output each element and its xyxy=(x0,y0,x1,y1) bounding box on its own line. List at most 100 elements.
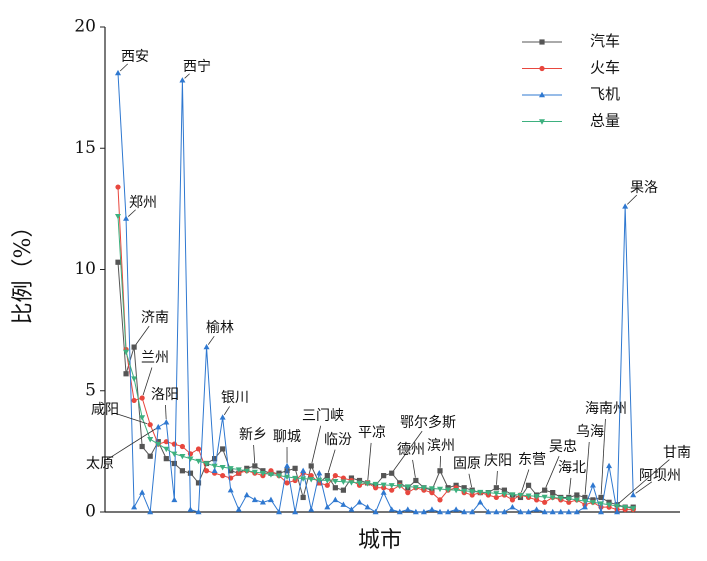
point xyxy=(493,494,499,501)
point xyxy=(147,453,153,459)
point xyxy=(493,485,499,491)
legend-label: 总量 xyxy=(590,112,620,130)
point xyxy=(549,508,556,515)
point xyxy=(573,508,580,515)
point xyxy=(405,490,411,496)
point xyxy=(308,506,315,512)
point xyxy=(131,376,138,382)
point xyxy=(340,501,347,507)
legend-label: 火车 xyxy=(590,59,620,77)
point xyxy=(147,422,153,428)
city-label: 甘南 xyxy=(663,445,691,461)
point xyxy=(453,506,460,512)
point xyxy=(131,397,137,404)
point xyxy=(445,487,452,493)
point xyxy=(420,508,427,515)
leader-line xyxy=(108,428,156,459)
point xyxy=(276,508,282,515)
legend-marker xyxy=(539,119,545,125)
city-label: 东营 xyxy=(518,452,546,468)
point xyxy=(614,503,621,510)
point xyxy=(413,477,419,484)
y-tick-label: 10 xyxy=(74,259,96,279)
point xyxy=(388,483,395,489)
point xyxy=(115,184,121,190)
point xyxy=(171,460,177,467)
point xyxy=(316,477,323,484)
point xyxy=(187,506,194,512)
city-label: 西安 xyxy=(121,49,149,65)
point xyxy=(589,500,596,506)
point xyxy=(147,437,154,443)
point xyxy=(501,487,507,493)
point xyxy=(388,506,395,512)
leader-line xyxy=(253,444,256,463)
point xyxy=(163,456,169,462)
point xyxy=(606,502,613,508)
point xyxy=(389,470,395,476)
point xyxy=(292,465,298,471)
city-label: 咸阳 xyxy=(91,402,119,418)
point xyxy=(267,496,274,503)
point xyxy=(203,468,210,474)
point xyxy=(236,470,242,476)
point xyxy=(389,487,395,493)
point xyxy=(115,69,121,76)
point xyxy=(139,489,146,495)
point xyxy=(179,454,186,460)
point xyxy=(195,446,202,452)
point xyxy=(348,506,355,512)
point xyxy=(598,501,604,507)
point xyxy=(469,492,475,498)
point xyxy=(461,485,467,491)
point xyxy=(469,508,476,515)
point xyxy=(364,503,371,510)
point xyxy=(622,203,629,209)
y-tick-label: 15 xyxy=(74,138,96,158)
point xyxy=(428,506,435,512)
point xyxy=(252,463,258,469)
city-label: 三门峡 xyxy=(302,408,344,424)
point xyxy=(212,456,218,462)
point xyxy=(566,499,572,505)
city-label: 庆阳 xyxy=(484,453,512,469)
city-label: 兰州 xyxy=(141,350,169,366)
city-label: 西宁 xyxy=(183,58,211,75)
point xyxy=(581,498,588,505)
point xyxy=(139,415,146,421)
point xyxy=(147,508,154,515)
leader-line xyxy=(468,473,473,488)
point xyxy=(396,483,403,490)
y-tick-label: 20 xyxy=(74,17,96,37)
leader-line xyxy=(635,481,653,494)
point xyxy=(581,503,588,510)
point xyxy=(622,504,629,511)
city-label: 固原 xyxy=(453,456,481,472)
point xyxy=(525,493,532,499)
point xyxy=(139,395,145,401)
point xyxy=(493,491,500,497)
point xyxy=(469,489,476,495)
city-label: 鄂尔多斯 xyxy=(400,414,456,431)
point xyxy=(380,489,387,495)
point xyxy=(227,486,234,493)
leader-line xyxy=(127,209,136,217)
point xyxy=(598,508,604,515)
point xyxy=(533,506,540,512)
point xyxy=(300,476,307,482)
series-line xyxy=(117,187,634,511)
point xyxy=(227,466,234,472)
point xyxy=(493,508,500,515)
point xyxy=(542,499,548,505)
point xyxy=(404,506,411,512)
point xyxy=(606,499,612,505)
point xyxy=(219,464,226,471)
point xyxy=(485,508,492,515)
point xyxy=(292,508,299,515)
leader-line xyxy=(311,425,322,464)
point xyxy=(437,486,443,493)
city-label: 郑州 xyxy=(129,195,157,211)
y-tick-label: 0 xyxy=(85,502,96,522)
city-label: 吴忠 xyxy=(549,439,577,455)
point xyxy=(211,467,218,473)
